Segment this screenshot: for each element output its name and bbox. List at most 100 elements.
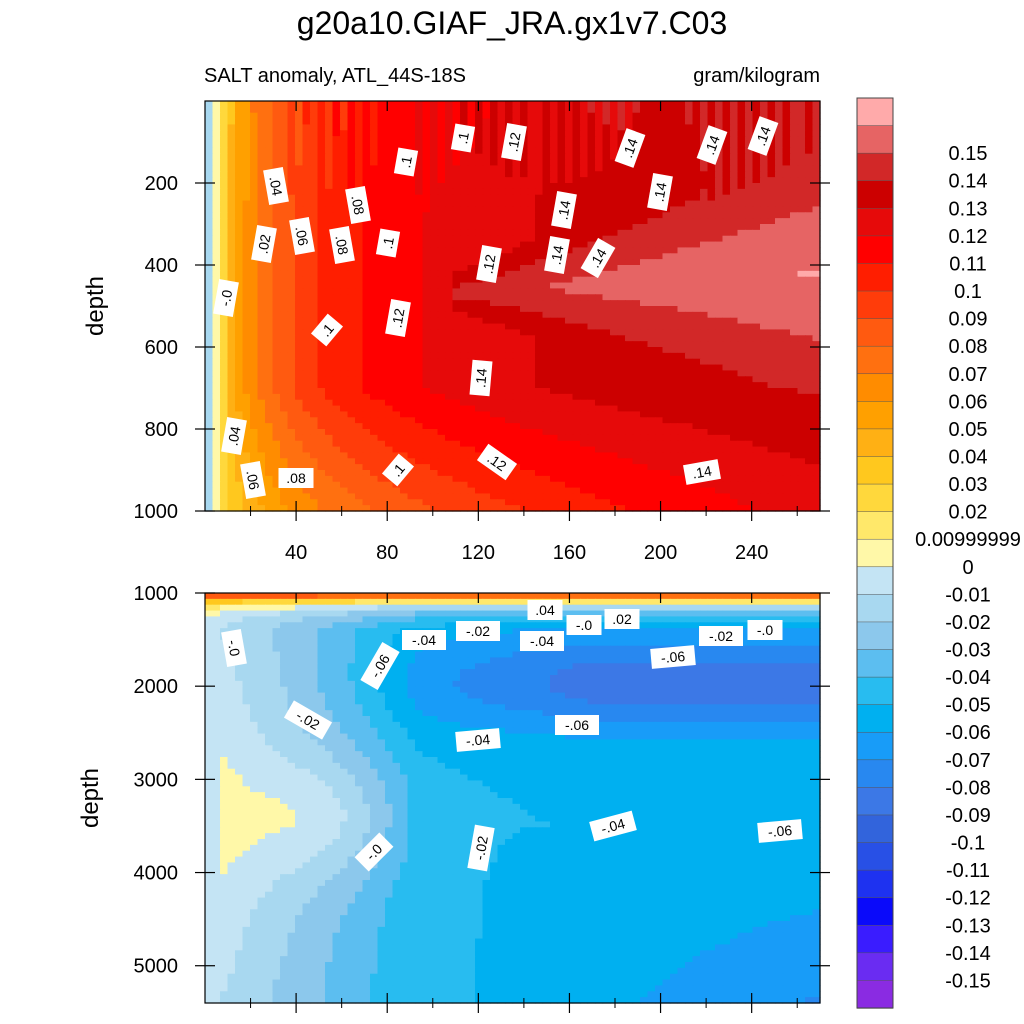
field-cell xyxy=(505,165,514,172)
field-cell xyxy=(775,317,784,325)
field-cell xyxy=(430,124,439,131)
field-cell xyxy=(595,124,604,131)
field-cell xyxy=(272,247,281,254)
field-cell xyxy=(677,259,686,266)
field-cell xyxy=(302,282,311,290)
field-cell xyxy=(662,159,671,167)
field-cell xyxy=(580,235,589,243)
field-cell xyxy=(317,270,326,278)
field-cell xyxy=(340,405,349,413)
field-cell xyxy=(730,142,739,149)
field-cell xyxy=(640,370,649,377)
field-cell xyxy=(797,411,806,418)
field-cell xyxy=(610,253,619,260)
field-cell xyxy=(460,306,469,313)
field-cell xyxy=(242,452,251,459)
field-cell xyxy=(257,434,266,442)
field-cell xyxy=(655,393,664,401)
field-cell xyxy=(347,159,356,167)
field-cell xyxy=(782,429,791,436)
field-cell xyxy=(490,177,499,184)
field-cell xyxy=(280,347,289,354)
field-cell xyxy=(782,440,791,448)
field-cell xyxy=(685,259,694,266)
field-cell xyxy=(475,311,484,319)
field-cell xyxy=(647,106,656,114)
field-cell xyxy=(655,306,664,313)
field-cell xyxy=(437,352,446,360)
field-cell xyxy=(557,106,566,114)
field-cell xyxy=(400,241,409,249)
field-cell xyxy=(655,382,664,389)
field-cell xyxy=(370,440,379,448)
field-cell xyxy=(722,153,731,161)
field-cell xyxy=(805,288,814,295)
field-cell xyxy=(205,370,214,377)
field-cell xyxy=(625,317,634,325)
field-cell xyxy=(737,276,746,284)
field-cell xyxy=(430,130,439,137)
field-cell xyxy=(535,270,544,278)
field-cell xyxy=(257,429,266,436)
field-cell xyxy=(782,347,791,354)
field-cell xyxy=(452,352,461,360)
field-cell xyxy=(692,294,701,301)
field-cell xyxy=(340,147,349,155)
field-cell xyxy=(715,165,724,172)
field-cell xyxy=(805,376,814,383)
field-cell xyxy=(355,335,364,342)
field-cell xyxy=(415,288,424,295)
field-cell xyxy=(362,452,371,459)
field-cell xyxy=(265,347,274,354)
field-cell xyxy=(715,388,724,395)
field-cell xyxy=(362,294,371,301)
field-cell xyxy=(452,423,461,430)
field-cell xyxy=(707,270,716,278)
field-cell xyxy=(677,388,686,395)
field-cell xyxy=(557,177,566,184)
field-cell xyxy=(782,212,791,219)
field-cell xyxy=(647,382,656,389)
field-cell xyxy=(715,382,724,389)
field-cell xyxy=(272,118,281,126)
field-cell xyxy=(257,300,266,307)
field-cell xyxy=(715,358,724,366)
field-cell xyxy=(325,288,334,295)
field-cell xyxy=(482,317,491,325)
field-cell xyxy=(677,382,686,389)
field-cell xyxy=(745,136,754,143)
field-cell xyxy=(625,405,634,413)
field-cell xyxy=(422,434,431,442)
field-cell xyxy=(325,106,334,114)
field-cell xyxy=(745,282,754,290)
field-cell xyxy=(280,306,289,313)
field-cell xyxy=(445,323,454,331)
field-cell xyxy=(467,177,476,184)
field-cell xyxy=(752,188,761,196)
field-cell xyxy=(790,218,799,225)
field-cell xyxy=(745,382,754,389)
field-cell xyxy=(445,434,454,442)
field-cell xyxy=(205,276,214,284)
field-cell xyxy=(220,159,229,167)
field-cell xyxy=(347,417,356,424)
field-cell xyxy=(497,388,506,395)
field-cell xyxy=(812,440,821,448)
field-cell xyxy=(512,259,521,266)
field-cell xyxy=(587,434,596,442)
field-cell xyxy=(812,200,821,208)
field-cell xyxy=(242,434,251,442)
field-cell xyxy=(430,429,439,436)
field-cell xyxy=(490,212,499,219)
field-cell xyxy=(580,177,589,184)
field-cell xyxy=(355,147,364,155)
field-cell xyxy=(385,147,394,155)
field-cell xyxy=(355,247,364,254)
field-cell xyxy=(205,347,214,354)
field-cell xyxy=(557,159,566,167)
field-cell xyxy=(542,235,551,243)
field-cell xyxy=(302,159,311,167)
field-cell xyxy=(445,341,454,348)
field-cell xyxy=(370,101,379,108)
field-cell xyxy=(782,376,791,383)
